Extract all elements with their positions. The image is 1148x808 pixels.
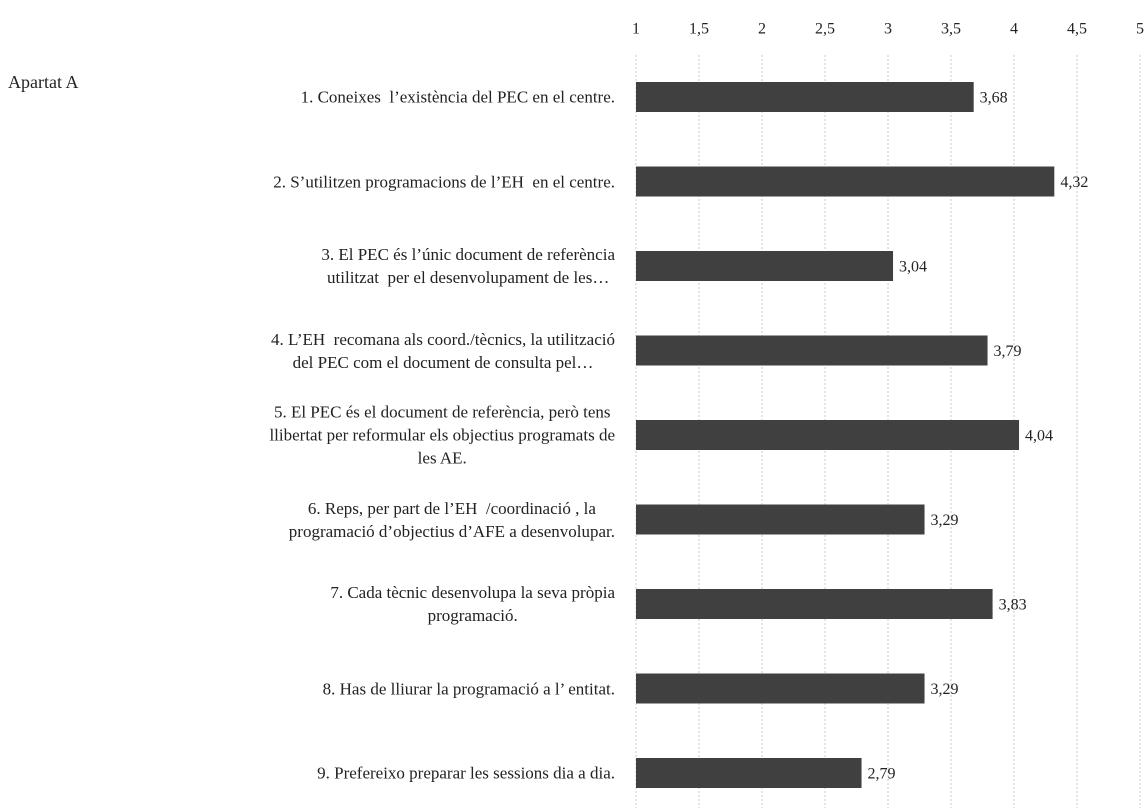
value-label: 4,32 [1060,174,1088,191]
x-tick-label: 4,5 [1067,21,1087,38]
x-tick-label: 4 [1010,21,1018,38]
category-label: 2. S’utilitzen programacions de l’EH en … [273,172,615,191]
value-label: 4,04 [1025,428,1053,445]
value-label: 3,79 [994,343,1022,360]
category-label: 6. Reps, per part de l’EH /coordinació ,… [288,498,615,541]
x-tick-label: 1 [632,21,640,38]
bar [636,420,1020,450]
value-label: 3,68 [980,90,1008,107]
value-label: 3,29 [931,512,959,529]
bar [636,673,925,704]
category-label: 9. Prefereixo preparar les sessions dia … [317,763,615,783]
x-tick-label: 1,5 [689,21,709,38]
bar [636,166,1055,197]
bar [636,758,862,788]
x-tick-label: 2,5 [815,21,835,38]
x-tick-label: 3,5 [941,21,961,38]
bar [636,504,925,535]
category-label: 8. Has de lliurar la programació a l’ en… [322,679,615,698]
category-label: 5. El PEC és el document de referència, … [269,402,615,468]
x-tick-label: 3 [884,21,892,38]
bar [636,335,988,366]
category-label: 4. L’EH recomana als coord./tècnics, la … [271,329,615,372]
bar [636,251,894,281]
category-label: 7. Cada tècnic desenvolupa la seva pròpi… [330,583,615,625]
bar [636,589,993,619]
x-tick-label: 5 [1136,21,1144,38]
value-label: 3,04 [899,259,927,276]
category-label: 1. Coneixes l’existència del PEC en el c… [300,87,615,107]
value-label: 3,83 [999,597,1027,614]
category-label: 3. El PEC és l’únic document de referènc… [321,245,615,287]
bar [636,82,974,112]
value-label: 2,79 [868,766,896,783]
annotation: Apartat A [8,72,79,92]
value-label: 3,29 [931,681,959,698]
x-tick-label: 2 [758,21,766,38]
